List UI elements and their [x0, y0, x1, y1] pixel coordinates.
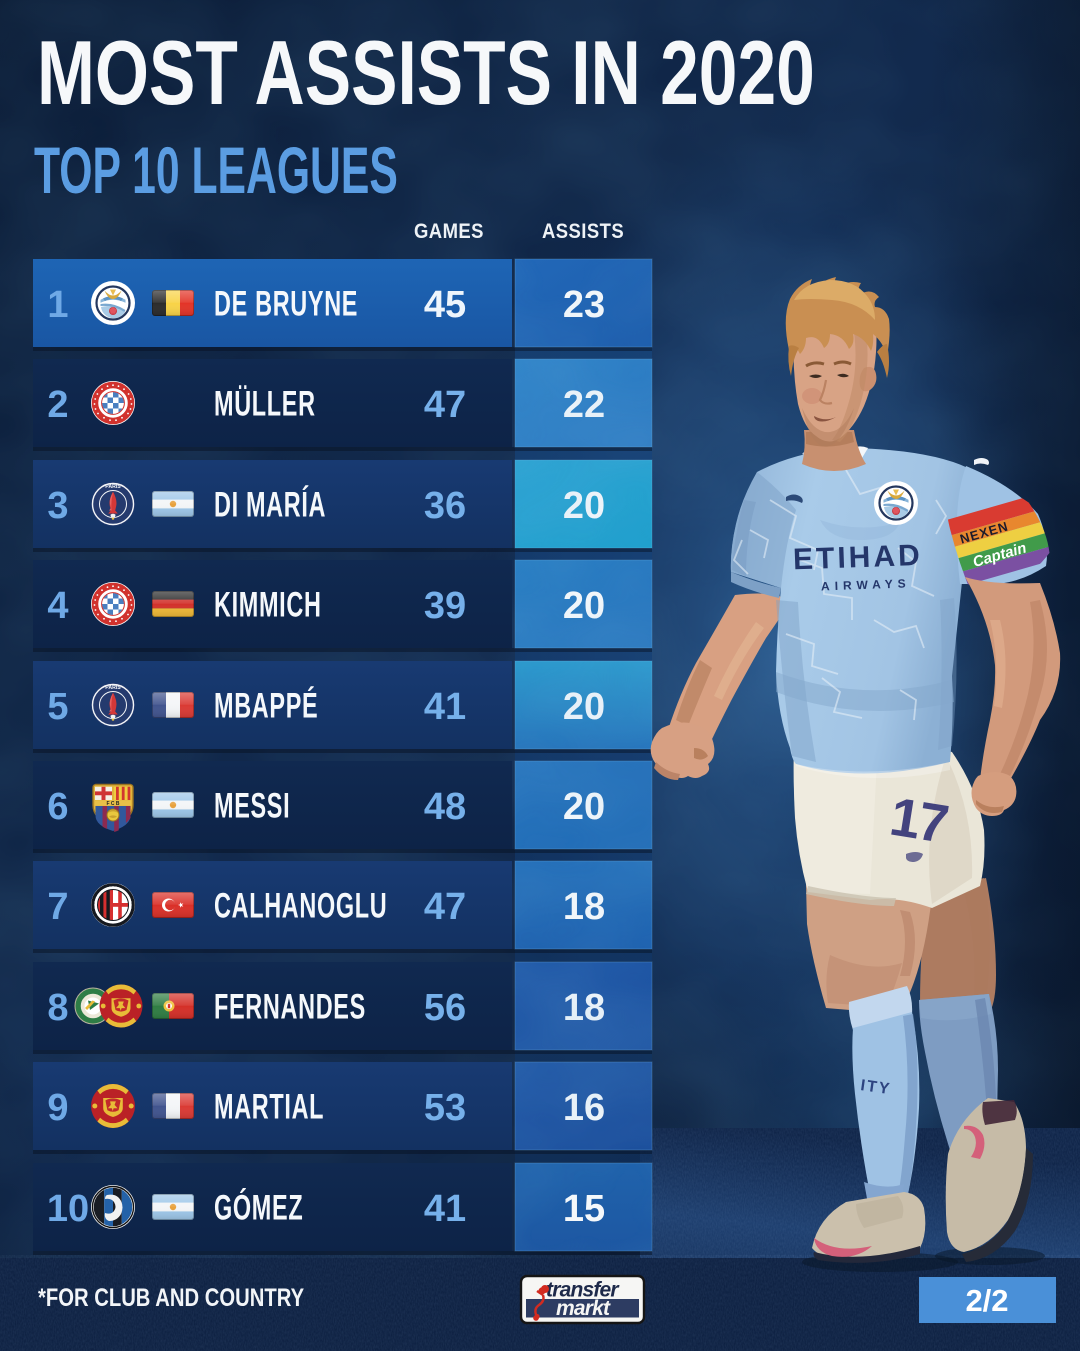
- svg-text:ASSISTS: ASSISTS: [542, 220, 624, 243]
- svg-text:FERNANDES: FERNANDES: [214, 988, 366, 1027]
- svg-text:45: 45: [424, 284, 466, 326]
- svg-text:8: 8: [47, 987, 68, 1029]
- svg-text:DE BRUYNE: DE BRUYNE: [214, 285, 358, 324]
- svg-text:41: 41: [424, 686, 466, 728]
- svg-text:48: 48: [424, 786, 466, 828]
- svg-text:41: 41: [424, 1188, 466, 1230]
- svg-text:7: 7: [47, 886, 68, 928]
- svg-text:AIRWAYS: AIRWAYS: [821, 576, 911, 593]
- svg-text:MÜLLER: MÜLLER: [214, 385, 316, 424]
- svg-text:2/2: 2/2: [965, 1283, 1008, 1318]
- svg-text:36: 36: [424, 485, 466, 527]
- svg-text:47: 47: [424, 384, 466, 426]
- svg-text:GAMES: GAMES: [414, 220, 484, 243]
- svg-text:KIMMICH: KIMMICH: [214, 586, 322, 625]
- svg-text:ITY: ITY: [859, 1077, 892, 1098]
- svg-text:*FOR CLUB AND COUNTRY: *FOR CLUB AND COUNTRY: [38, 1283, 304, 1312]
- svg-text:47: 47: [424, 886, 466, 928]
- svg-text:DI MARÍA: DI MARÍA: [214, 485, 326, 525]
- svg-text:4: 4: [47, 585, 68, 627]
- svg-text:TOP 10 LEAGUES: TOP 10 LEAGUES: [34, 134, 398, 208]
- svg-text:5: 5: [47, 686, 68, 728]
- svg-text:transfer: transfer: [546, 1279, 620, 1302]
- svg-text:MBAPPÉ: MBAPPÉ: [214, 686, 318, 726]
- svg-text:markt: markt: [556, 1297, 611, 1320]
- svg-text:39: 39: [424, 585, 466, 627]
- svg-text:9: 9: [47, 1087, 68, 1129]
- svg-text:56: 56: [424, 987, 466, 1029]
- svg-text:MOST ASSISTS IN 2020: MOST ASSISTS IN 2020: [37, 23, 815, 124]
- svg-text:ETIHAD: ETIHAD: [793, 539, 924, 577]
- svg-text:MESSI: MESSI: [214, 787, 290, 826]
- svg-text:53: 53: [424, 1087, 466, 1129]
- svg-text:10: 10: [47, 1188, 89, 1230]
- svg-text:2: 2: [47, 384, 68, 426]
- svg-text:6: 6: [47, 786, 68, 828]
- svg-text:GÓMEZ: GÓMEZ: [214, 1188, 303, 1228]
- svg-text:MARTIAL: MARTIAL: [214, 1088, 324, 1127]
- svg-text:17: 17: [886, 787, 951, 855]
- svg-text:1: 1: [47, 284, 68, 326]
- svg-text:CALHANOGLU: CALHANOGLU: [214, 887, 387, 926]
- svg-text:3: 3: [47, 485, 68, 527]
